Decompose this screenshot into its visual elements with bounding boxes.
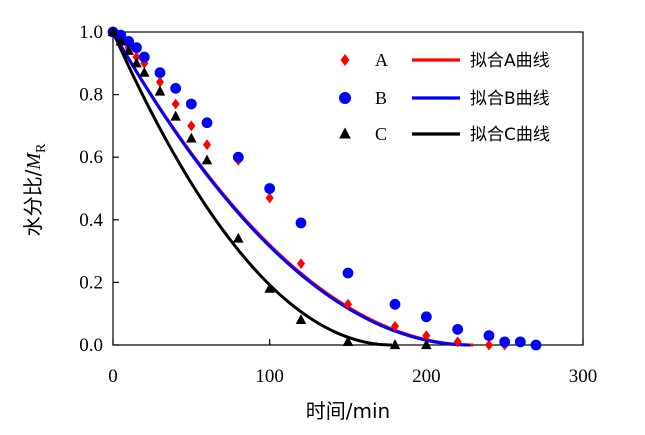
axes	[112, 31, 584, 346]
fit-lines	[111, 31, 474, 347]
marker-circle-1-14	[420, 311, 432, 323]
marker-circle-1-18	[514, 336, 526, 348]
marker-circle-1-10	[264, 183, 276, 194]
y-tick-label: 0.0	[79, 335, 103, 356]
data-markers	[107, 26, 542, 351]
marker-circle-1-2	[123, 35, 135, 47]
y-tick-label: 1.0	[79, 22, 103, 43]
marker-diamond-0-8	[202, 139, 212, 151]
y-axis-title: 水分比/MR	[21, 143, 49, 236]
marker-triangle-2-5	[154, 85, 166, 96]
marker-triangle-2-6	[170, 110, 181, 121]
fit-line-2	[111, 31, 392, 347]
legend-fit-label-0: 拟合A曲线	[470, 51, 550, 71]
legend-marker-B	[339, 92, 351, 104]
marker-circle-1-17	[499, 336, 511, 348]
marker-triangle-2-8	[201, 154, 213, 165]
marker-triangle-2-14	[421, 339, 432, 350]
y-axis-title-italic: M	[23, 152, 45, 171]
marker-diamond-0-3	[132, 51, 141, 63]
legend: A 拟合A曲线 B 拟合B曲线 C 拟合C曲线	[339, 50, 550, 145]
y-tick-label: 0.6	[79, 147, 103, 168]
legend-marker-C	[339, 127, 351, 139]
marker-triangle-2-0	[107, 26, 119, 37]
plot-frame	[112, 31, 584, 346]
marker-triangle-2-13	[389, 339, 401, 350]
marker-diamond-0-11	[296, 258, 306, 270]
marker-diamond-0-14	[422, 330, 431, 342]
marker-triangle-2-11	[295, 314, 307, 325]
marker-triangle-2-12	[342, 336, 354, 346]
marker-diamond-0-12	[343, 298, 353, 310]
tick-labels: 0 100 200 300 0.0 0.2 0.4 0.6 0.8 1.0	[79, 22, 597, 387]
marker-diamond-0-5	[155, 76, 165, 88]
marker-circle-1-19	[530, 339, 542, 351]
marker-triangle-2-3	[131, 57, 142, 68]
marker-diamond-0-13	[390, 320, 400, 332]
marker-circle-1-3	[131, 42, 142, 54]
legend-fit-label-1: 拟合B曲线	[470, 89, 550, 109]
marker-triangle-2-10	[264, 282, 275, 293]
marker-circle-1-5	[154, 67, 166, 79]
marker-circle-1-8	[201, 117, 213, 129]
y-tick-label: 0.2	[79, 272, 103, 293]
marker-diamond-0-10	[265, 192, 274, 204]
fit-line-0	[111, 31, 474, 347]
marker-triangle-2-1	[115, 35, 127, 46]
legend-marker-A	[340, 54, 350, 66]
marker-diamond-0-16	[484, 339, 494, 351]
marker-circle-1-7	[185, 98, 197, 110]
marker-circle-1-16	[483, 330, 495, 342]
marker-circle-1-1	[115, 29, 127, 41]
marker-diamond-0-4	[140, 57, 149, 69]
legend-label-B: B	[375, 88, 387, 108]
x-tick-label: 0	[108, 366, 118, 387]
marker-triangle-2-7	[186, 132, 197, 143]
marker-circle-1-11	[295, 217, 307, 229]
marker-diamond-0-7	[187, 120, 196, 132]
y-tick-label: 0.8	[79, 85, 103, 106]
x-axis-title: 时间/min	[306, 399, 390, 423]
marker-triangle-2-9	[233, 232, 244, 243]
y-axis-title-sub: R	[34, 143, 49, 153]
marker-circle-1-4	[138, 51, 150, 63]
marker-circle-1-13	[389, 298, 401, 310]
x-tick-label: 300	[569, 366, 598, 387]
x-tick-label: 100	[255, 366, 284, 387]
legend-fit-label-2: 拟合C曲线	[470, 125, 550, 145]
marker-triangle-2-2	[123, 44, 134, 55]
legend-label-A: A	[375, 50, 388, 70]
legend-label-C: C	[375, 124, 387, 144]
y-axis-title-main: 水分比/	[21, 169, 45, 236]
marker-diamond-0-15	[453, 336, 462, 348]
marker-triangle-2-4	[139, 66, 150, 77]
marker-circle-1-15	[452, 323, 464, 335]
y-tick-label: 0.4	[79, 210, 103, 231]
marker-circle-1-6	[170, 82, 182, 94]
marker-circle-1-9	[232, 151, 244, 163]
x-tick-label: 200	[412, 366, 441, 387]
marker-circle-1-12	[342, 267, 354, 279]
fit-line-1	[111, 31, 471, 347]
marker-diamond-0-6	[171, 98, 180, 110]
